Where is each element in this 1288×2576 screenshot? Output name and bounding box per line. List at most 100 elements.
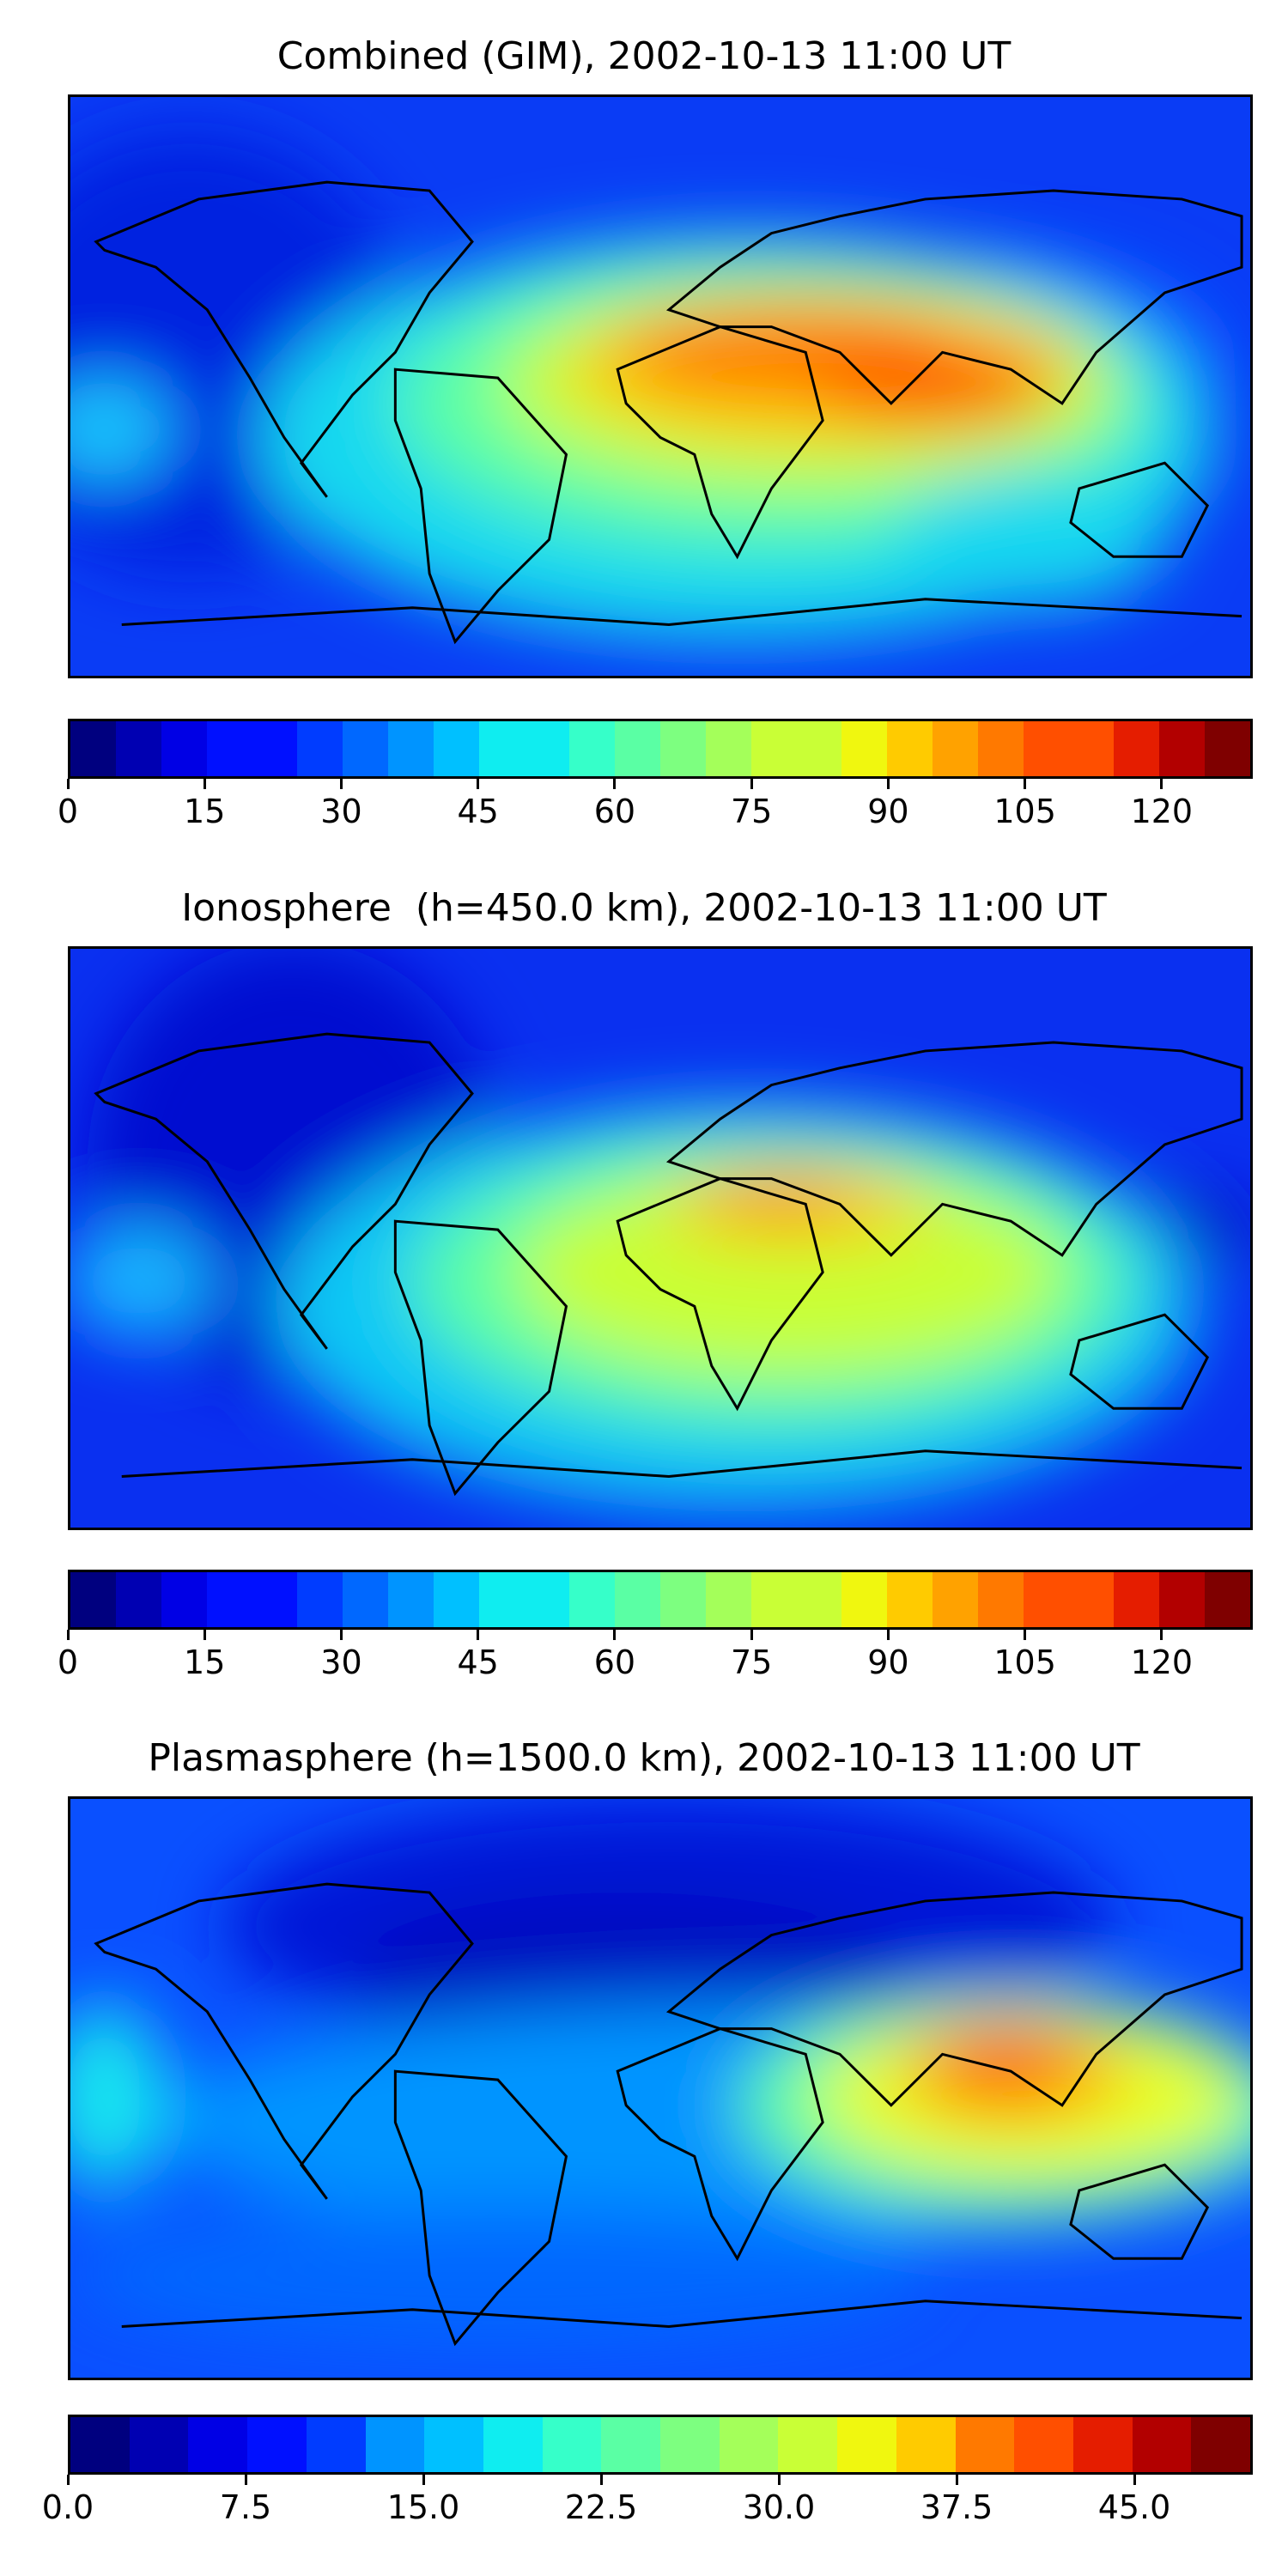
- colorbar-tick-mark: [750, 1630, 753, 1640]
- colorbar-segment: [778, 2417, 838, 2472]
- colorbar-segment: [1114, 1572, 1160, 1627]
- colorbar-tick-label: 7.5: [219, 2488, 272, 2526]
- colorbar-tick-label: 105: [993, 793, 1056, 830]
- colorbar-segment: [70, 2417, 130, 2472]
- colorbar-segment: [705, 721, 751, 776]
- colorbar-tick-mark: [1024, 779, 1027, 789]
- colorbar-tick-label: 15: [184, 793, 226, 830]
- colorbar-segment: [115, 1572, 161, 1627]
- colorbar-tick-label: 0: [57, 793, 79, 830]
- colorbar-segment: [129, 2417, 189, 2472]
- colorbar-segment: [796, 721, 842, 776]
- colorbar-tick-label: 75: [730, 793, 773, 830]
- colorbar-segment: [206, 721, 252, 776]
- colorbar-segment: [306, 2417, 366, 2472]
- colorbar-tick-label: 60: [593, 1643, 636, 1681]
- colorbar-segment: [115, 721, 161, 776]
- colorbar-segment: [1205, 1572, 1250, 1627]
- colorbar-segment: [887, 721, 933, 776]
- panel-3-map: [68, 1796, 1253, 2380]
- panel-2-map: [68, 946, 1253, 1530]
- colorbar-tick-mark: [203, 779, 206, 789]
- colorbar-segment: [478, 1572, 525, 1627]
- colorbar-segment: [1072, 2417, 1133, 2472]
- colorbar-segment: [252, 721, 298, 776]
- colorbar-tick-label: 60: [593, 793, 636, 830]
- colorbar-tick-mark: [1133, 2475, 1136, 2485]
- colorbar-tick-label: 15: [184, 1643, 226, 1681]
- colorbar-tick-mark: [886, 1630, 890, 1640]
- colorbar-segment: [837, 2417, 896, 2472]
- panel-3-coastlines: [94, 1882, 1243, 2347]
- colorbar-tick-mark: [955, 2475, 958, 2485]
- panel-2-coastlines: [94, 1032, 1243, 1497]
- colorbar-tick-mark: [422, 2475, 425, 2485]
- colorbar-segment: [896, 2417, 956, 2472]
- colorbar-segment: [615, 1572, 660, 1627]
- colorbar-segment: [615, 721, 660, 776]
- colorbar-segment: [433, 1572, 479, 1627]
- colorbar-segment: [542, 2417, 602, 2472]
- colorbar-tick-mark: [203, 1630, 206, 1640]
- colorbar-segment: [601, 2417, 661, 2472]
- colorbar-segment: [70, 721, 116, 776]
- colorbar-tick-mark: [66, 779, 70, 789]
- colorbar-tick-label: 90: [867, 793, 909, 830]
- colorbar-tick-mark: [477, 779, 480, 789]
- colorbar-segment: [719, 2417, 779, 2472]
- colorbar-segment: [1205, 721, 1250, 776]
- colorbar-tick-label: 30: [320, 793, 362, 830]
- colorbar-tick-mark: [244, 2475, 247, 2485]
- colorbar-segment: [1023, 1572, 1069, 1627]
- colorbar-segment: [705, 1572, 751, 1627]
- panel-1-colorbar-ticks: 0 15 30 45 60 75 90 105 120: [58, 779, 1253, 830]
- colorbar-tick-mark: [886, 779, 890, 789]
- colorbar-segment: [659, 1572, 706, 1627]
- colorbar-tick-mark: [1160, 779, 1163, 789]
- colorbar-segment: [478, 721, 525, 776]
- colorbar-segment: [955, 2417, 1015, 2472]
- colorbar-tick-label: 45.0: [1097, 2488, 1171, 2526]
- colorbar-segment: [433, 721, 479, 776]
- colorbar-segment: [161, 721, 207, 776]
- colorbar-tick-label: 0.0: [41, 2488, 94, 2526]
- colorbar-segment: [483, 2417, 543, 2472]
- panel-1-colorbar: [68, 719, 1253, 779]
- colorbar-segment: [524, 1572, 570, 1627]
- panel-3-colorbar-ticks: 0.0 7.5 15.0 22.5 30.0 37.5 45.0: [42, 2475, 1253, 2526]
- colorbar-tick-mark: [339, 1630, 343, 1640]
- colorbar-segment: [750, 721, 797, 776]
- colorbar-segment: [569, 721, 616, 776]
- colorbar-tick-mark: [66, 1630, 70, 1640]
- colorbar-tick-label: 120: [1130, 1643, 1194, 1681]
- colorbar-segment: [1132, 2417, 1192, 2472]
- colorbar-segment: [887, 1572, 933, 1627]
- panel-1-map: [68, 94, 1253, 678]
- colorbar-tick-mark: [66, 2475, 70, 2485]
- colorbar-segment: [424, 2417, 483, 2472]
- panel-2-map-svg: [70, 949, 1250, 1528]
- colorbar-tick-mark: [599, 2475, 603, 2485]
- colorbar-segment: [1191, 2417, 1250, 2472]
- panel-1-title: Combined (GIM), 2002-10-13 11:00 UT: [276, 34, 1012, 78]
- colorbar-segment: [1023, 721, 1069, 776]
- colorbar-segment: [247, 2417, 307, 2472]
- colorbar-segment: [841, 721, 888, 776]
- colorbar-segment: [252, 1572, 298, 1627]
- colorbar-tick-mark: [777, 2475, 781, 2485]
- colorbar-segment: [365, 2417, 425, 2472]
- colorbar-tick-label: 90: [867, 1643, 909, 1681]
- colorbar-tick-label: 75: [730, 1643, 773, 1681]
- panel-2-title: Ionosphere (h=450.0 km), 2002-10-13 11:0…: [181, 886, 1107, 930]
- colorbar-segment: [70, 1572, 116, 1627]
- colorbar-segment: [1068, 721, 1115, 776]
- panel-3-colorbar: [68, 2415, 1253, 2475]
- colorbar-segment: [343, 1572, 388, 1627]
- colorbar-segment: [387, 721, 434, 776]
- colorbar-segment: [1014, 2417, 1073, 2472]
- colorbar-segment: [660, 2417, 720, 2472]
- colorbar-segment: [659, 721, 706, 776]
- colorbar-segment: [977, 721, 1024, 776]
- colorbar-segment: [161, 1572, 207, 1627]
- colorbar-segment: [1159, 1572, 1206, 1627]
